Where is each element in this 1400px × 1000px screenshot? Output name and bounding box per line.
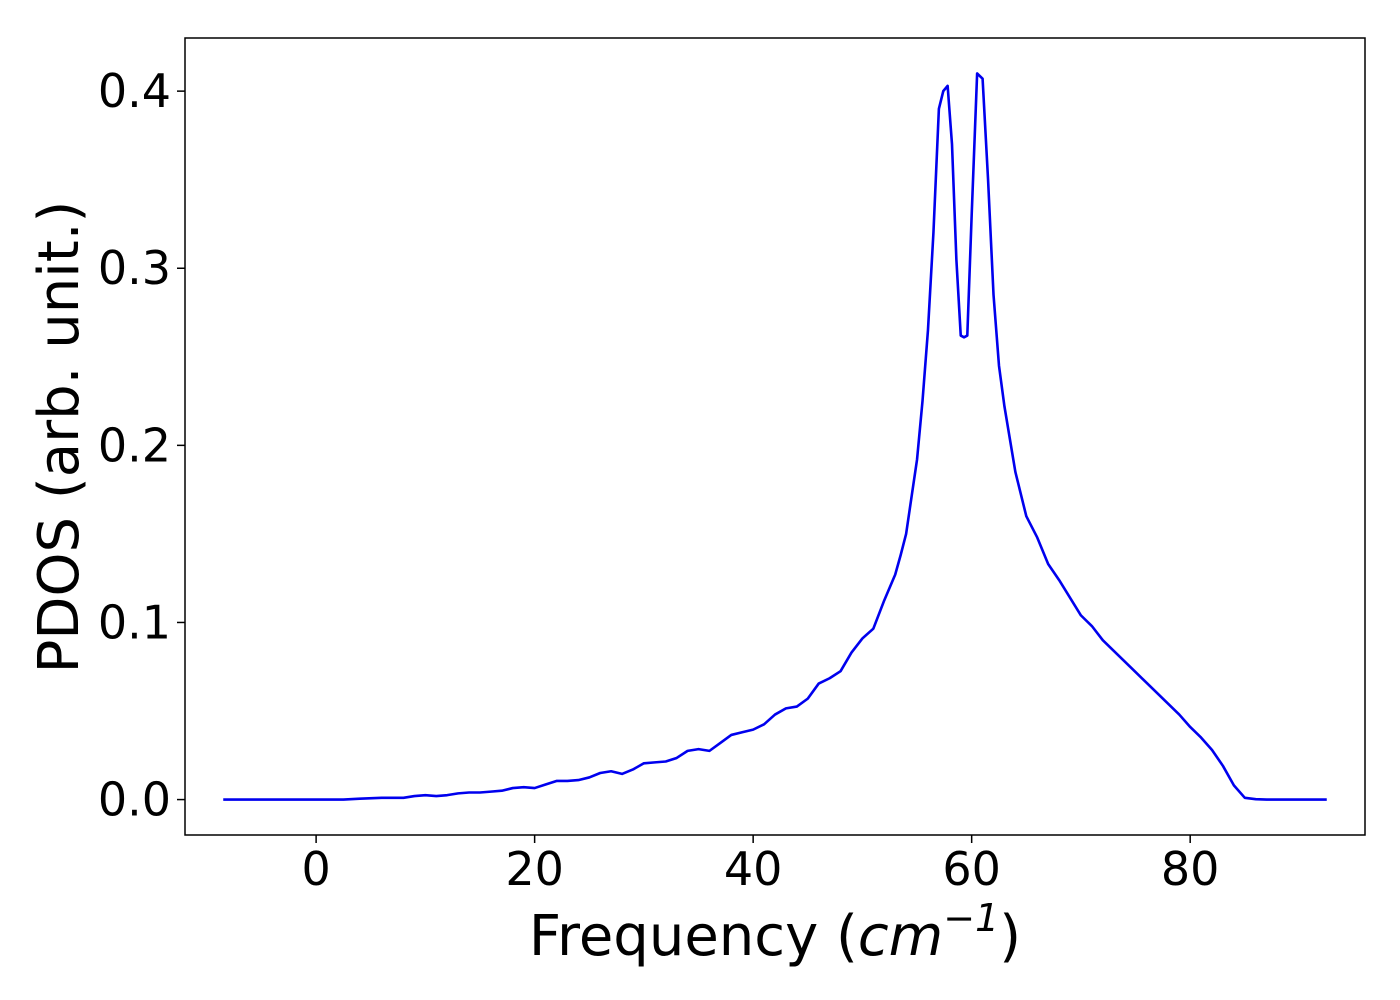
series-line-0 xyxy=(223,72,1327,801)
x-axis-label: Frequency (cm−1) xyxy=(529,896,1021,969)
plot-area-frame xyxy=(184,37,1366,836)
y-tick-label: 0.4 xyxy=(98,64,171,118)
x-tick-label: 40 xyxy=(724,842,783,896)
y-tick-label: 0.3 xyxy=(98,241,171,295)
x-tick-label: 80 xyxy=(1161,842,1220,896)
x-axis-label-unit: cm xyxy=(858,904,943,969)
y-axis-label: PDOS (arb. unit.) xyxy=(27,201,92,674)
x-axis-ticks: 0 20 40 60 80 xyxy=(301,835,1219,896)
x-axis-label-prefix: Frequency ( xyxy=(529,904,858,969)
x-axis-label-exponent: −1 xyxy=(943,896,999,940)
y-tick-label: 0.2 xyxy=(98,418,171,472)
x-tick-label: 60 xyxy=(942,842,1001,896)
y-axis-ticks: 0.0 0.1 0.2 0.3 0.4 xyxy=(98,64,185,827)
y-tick-label: 0.1 xyxy=(98,595,171,649)
x-axis-label-suffix: ) xyxy=(999,904,1021,969)
y-tick-label: 0.0 xyxy=(98,773,171,827)
x-tick-label: 20 xyxy=(505,842,564,896)
x-tick-label: 0 xyxy=(301,842,330,896)
series-layer xyxy=(223,72,1327,801)
